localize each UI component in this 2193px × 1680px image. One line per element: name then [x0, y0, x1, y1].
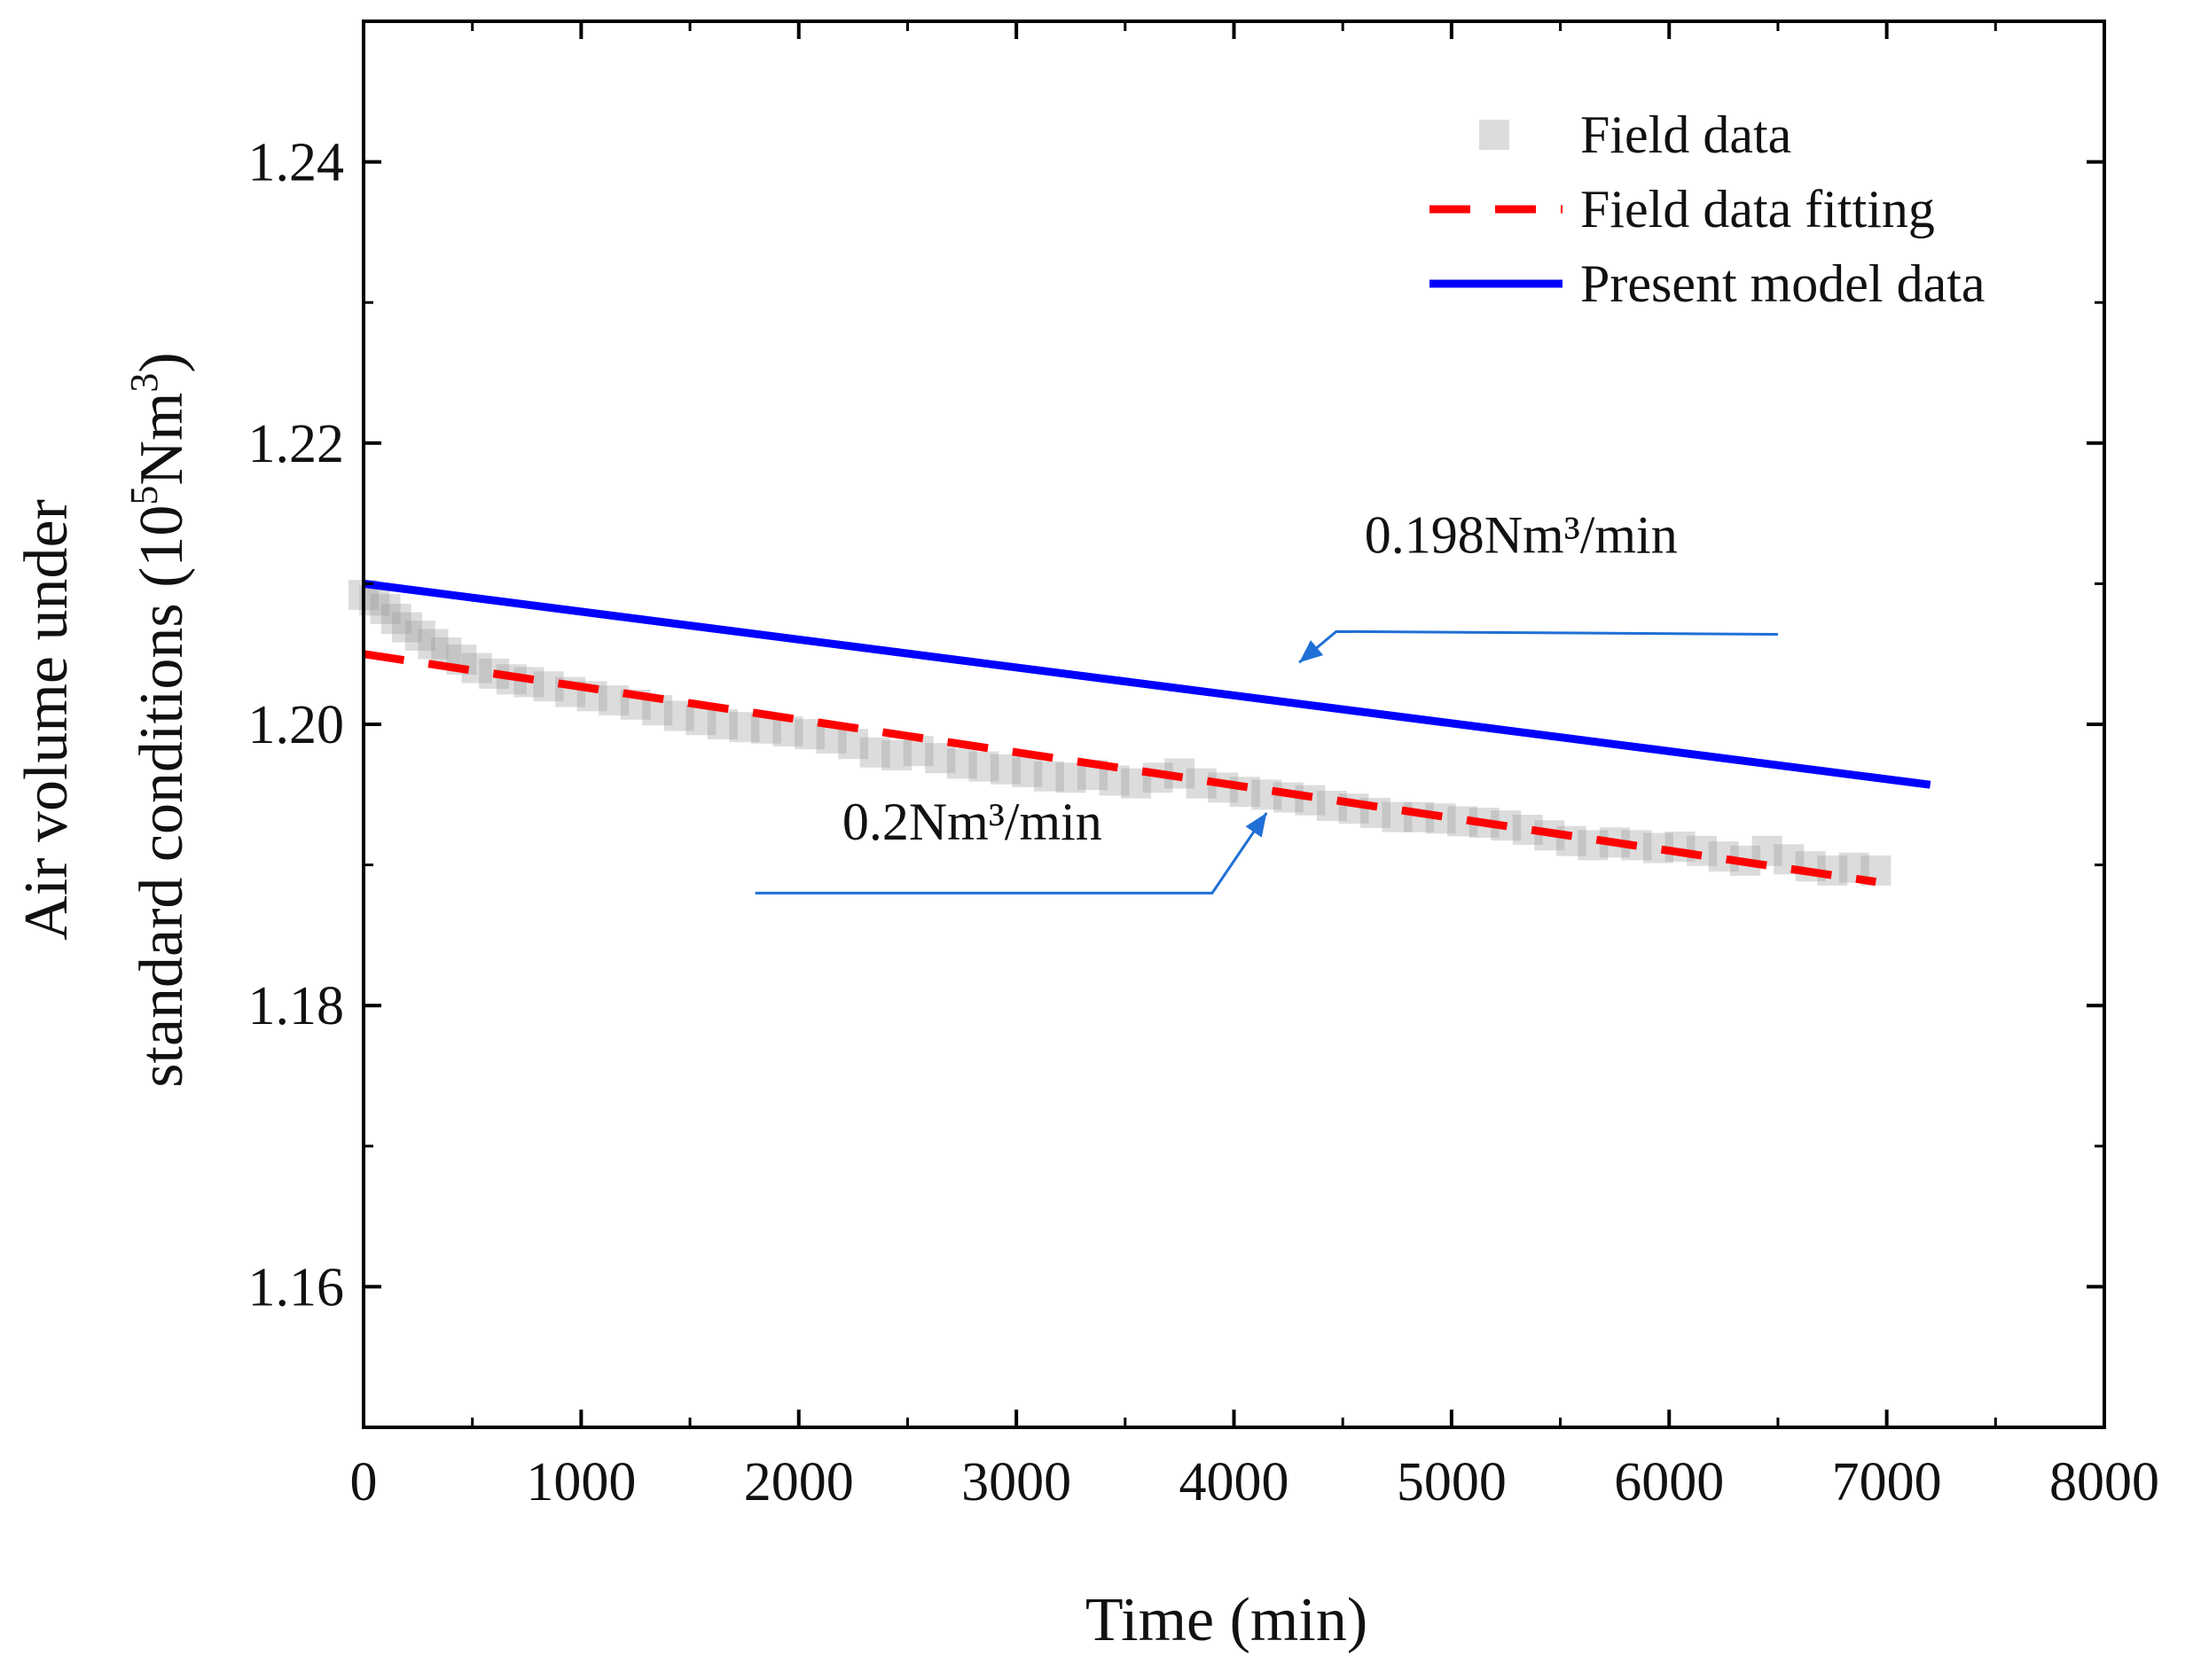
x-tick-label: 5000 — [1397, 1452, 1507, 1512]
field-data-point — [729, 712, 760, 743]
field-data-point — [990, 754, 1021, 785]
field-data-point — [370, 593, 401, 624]
x-tick-label: 7000 — [1832, 1452, 1942, 1512]
field-data-point — [380, 604, 411, 635]
y-tick-label: 1.16 — [248, 1257, 345, 1317]
y-label-main: standard conditions (10 — [128, 505, 196, 1088]
x-tick-label: 0 — [350, 1452, 378, 1512]
y-label-sup: 5 — [122, 486, 166, 505]
field-data-point — [404, 621, 435, 652]
annotation-arrowhead — [1245, 812, 1267, 838]
field-data-point — [925, 743, 956, 774]
field-data-point — [838, 729, 869, 760]
field-data-point — [881, 739, 912, 770]
x-tick-label: 1000 — [526, 1452, 636, 1512]
model-line — [363, 579, 1931, 789]
legend: Field data Field data fitting Present mode… — [1429, 105, 1985, 313]
y-tick-label: 1.18 — [248, 976, 345, 1036]
field-data-point — [1316, 790, 1347, 821]
legend-label-model: Present model data — [1580, 254, 1985, 313]
annotations: 0.198Nm³/min 0.2Nm³/min — [755, 506, 1778, 895]
annotation-arrowhead — [1299, 640, 1324, 663]
field-data-point — [946, 748, 977, 779]
y-axis-label-line1: Air volume under — [12, 499, 81, 941]
fitting-line — [363, 650, 1877, 887]
field-data-point — [1012, 756, 1043, 787]
field-data-point — [1055, 762, 1086, 793]
field-data-points — [349, 580, 1891, 886]
x-tick-label: 3000 — [961, 1452, 1071, 1512]
x-tick-label: 6000 — [1614, 1452, 1724, 1512]
y-label-sup2: 3 — [122, 373, 166, 393]
y-tick-label: 1.22 — [248, 414, 345, 474]
y-tick-label: 1.24 — [248, 133, 345, 193]
annotation-leader-line — [755, 812, 1268, 895]
y-label-unit: Nm — [128, 393, 196, 486]
field-data-point — [707, 709, 738, 739]
x-tick-label: 8000 — [2049, 1452, 2159, 1512]
legend-label-fitting: Field data fitting — [1580, 180, 1935, 238]
x-tick-label: 4000 — [1179, 1452, 1289, 1512]
x-axis-label: Time (min) — [1085, 1586, 1367, 1654]
axes: 0 1000 2000 3000 4000 5000 6000 7000 8000 1.16 1.1… — [248, 20, 2159, 1512]
annotation-label: 0.2Nm³/min — [842, 793, 1102, 851]
annotation-leader-line — [1298, 629, 1778, 664]
y-label-close: ) — [128, 352, 196, 372]
field-data-point — [1382, 801, 1413, 832]
annotation-label: 0.198Nm³/min — [1365, 506, 1678, 565]
field-data-point — [1033, 761, 1064, 792]
legend-label-field-data: Field data — [1580, 105, 1791, 164]
field-data-point — [968, 751, 999, 782]
legend-swatch-field-data — [1479, 120, 1509, 150]
x-tick-label: 2000 — [744, 1452, 854, 1512]
field-data-point — [859, 737, 890, 768]
field-data-point — [392, 612, 423, 643]
series-lines — [363, 579, 1931, 887]
y-axis-label-line2: standard conditions (105Nm3) — [122, 352, 196, 1087]
field-data-point — [1578, 830, 1609, 861]
y-tick-label: 1.20 — [248, 695, 345, 755]
field-data-point — [418, 629, 449, 660]
